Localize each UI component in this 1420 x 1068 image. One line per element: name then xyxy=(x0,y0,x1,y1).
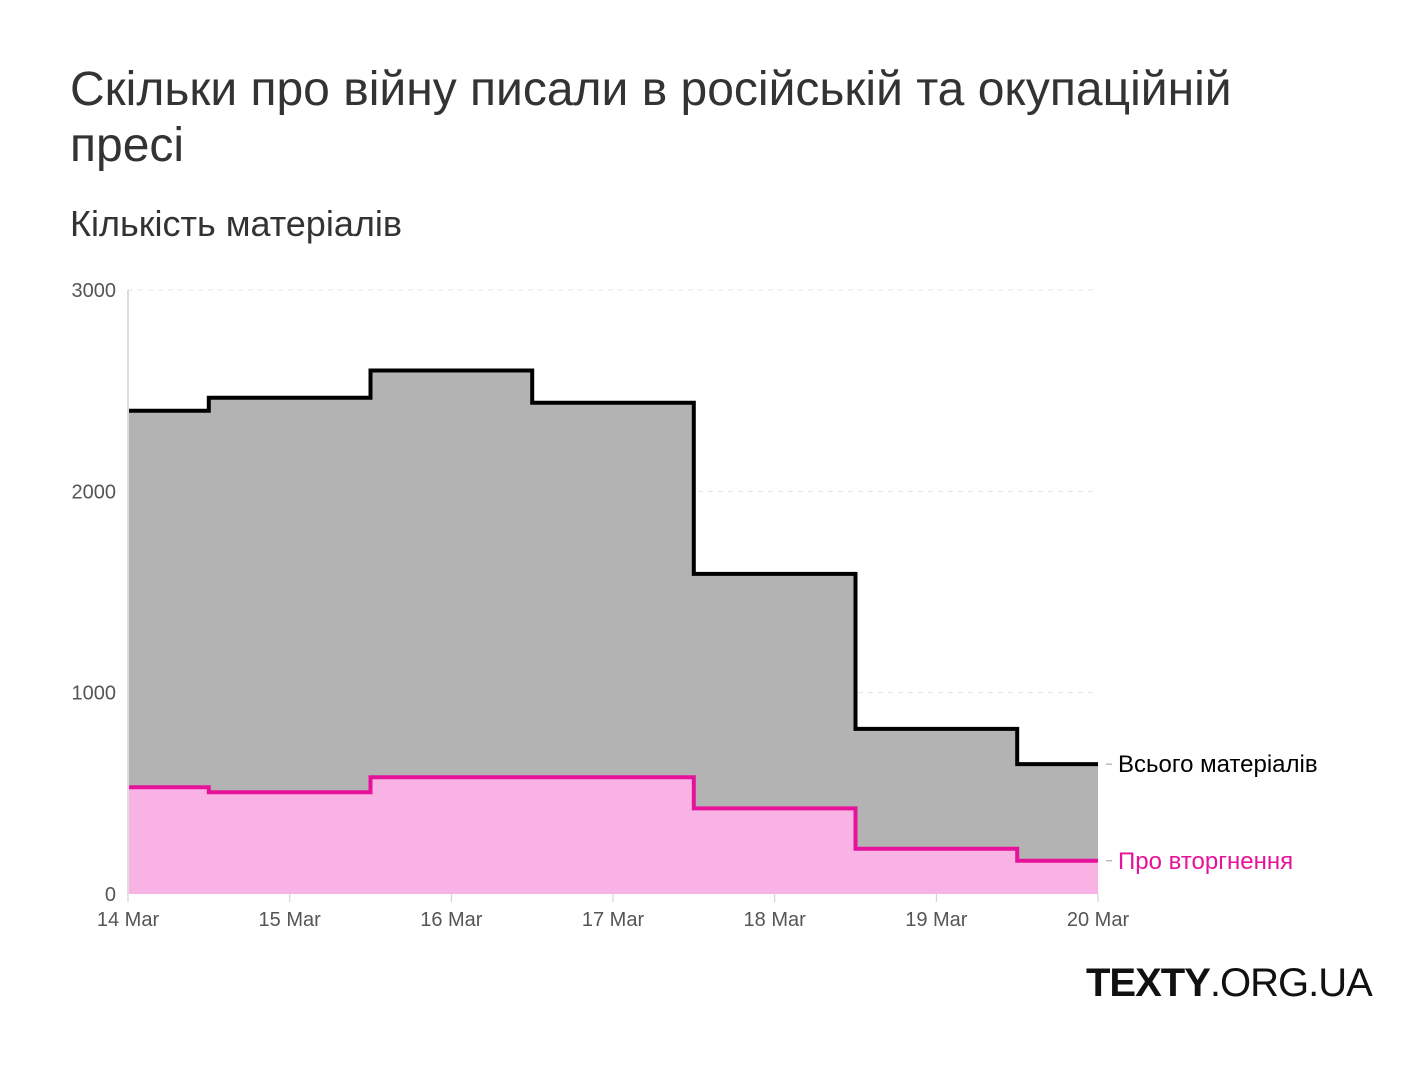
series-area-0 xyxy=(128,370,1098,894)
x-axis-ticks: 14 Mar 15 Mar 16 Mar 17 Mar 18 Mar 19 Mar 20 M… xyxy=(97,894,1130,931)
series-end-labels: Всього матеріалів Про вторгнення xyxy=(1106,751,1318,875)
brand-logo: TEXTY.ORG.UA xyxy=(1086,958,1373,1008)
y-tick-label: 1000 xyxy=(72,683,117,705)
series-line-1 xyxy=(128,775,1098,863)
x-tick-label: 15 Mar xyxy=(259,909,322,931)
series-areas xyxy=(128,370,1098,894)
y-axis-ticks: 0 1000 2000 3000 xyxy=(72,280,117,906)
x-tick-label: 17 Mar xyxy=(582,909,645,931)
x-tick-label: 16 Mar xyxy=(420,909,483,931)
x-tick-label: 18 Mar xyxy=(744,909,807,931)
x-tick-label: 20 Mar xyxy=(1067,909,1130,931)
series-label: Всього матеріалів xyxy=(1118,751,1318,778)
chart-subtitle: Кількість матеріалів xyxy=(70,203,402,244)
y-tick-label: 2000 xyxy=(72,481,117,503)
brand-rest: .ORG.UA xyxy=(1209,961,1373,1005)
x-tick-label: 14 Mar xyxy=(97,909,160,931)
y-tick-label: 3000 xyxy=(72,280,117,302)
brand-bold: TEXTY xyxy=(1086,961,1211,1005)
series-area-1 xyxy=(128,777,1098,894)
x-tick-label: 19 Mar xyxy=(905,909,968,931)
series-label: Про вторгнення xyxy=(1118,848,1293,875)
chart-title: Скільки про війну писали в російській та… xyxy=(70,63,1232,172)
series-lines xyxy=(128,368,1098,863)
y-tick-label: 0 xyxy=(105,884,116,906)
series-line-0 xyxy=(128,368,1098,767)
